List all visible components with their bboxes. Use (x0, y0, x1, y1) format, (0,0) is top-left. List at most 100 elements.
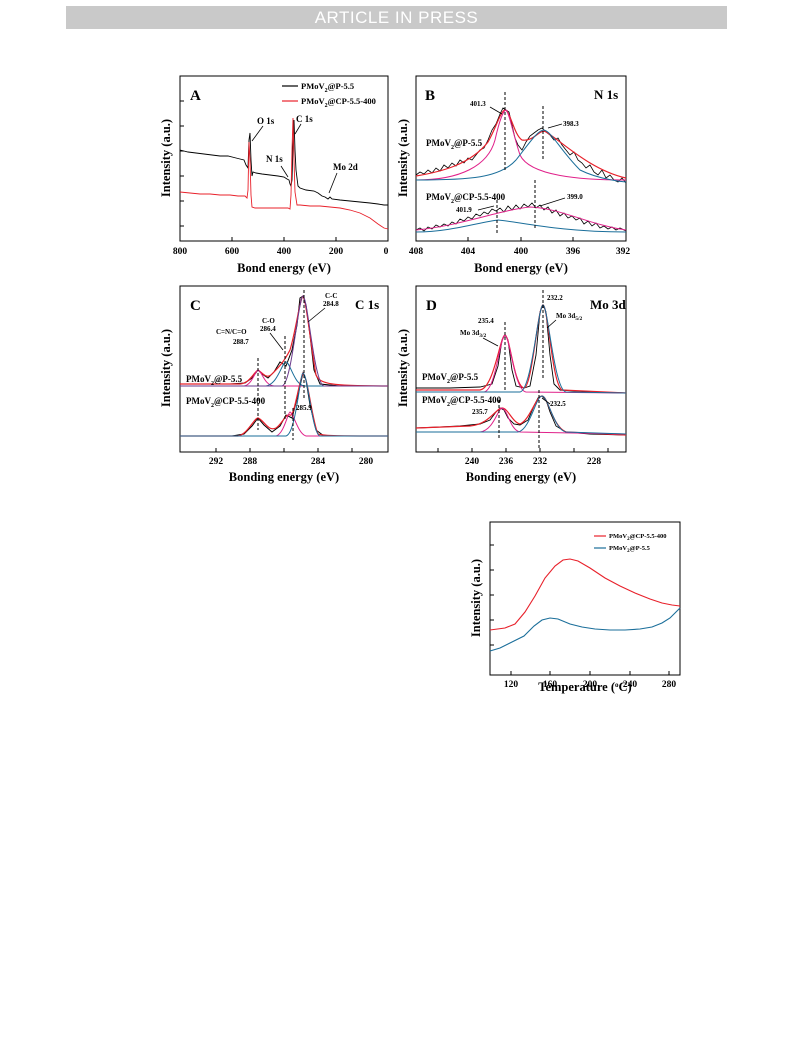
panel-e-xticks: 120 160 200 240 280 (504, 671, 677, 690)
banner-text: ARTICLE IN PRESS (314, 7, 479, 27)
panel-b-upper-comp-2 (415, 129, 627, 183)
panel-c-upper-c3 (180, 295, 388, 387)
panel-d-xticks: 240 236 232 228 (437, 448, 609, 467)
panel-d-sample-2: PMoV2@CP-5.5-400 (422, 395, 502, 408)
panel-b-lower-raw (415, 202, 627, 232)
panel-b-peak-398-3: 398.3 (563, 120, 579, 128)
panel-c-ylabel: Intensity (a.u.) (159, 329, 173, 407)
panel-d-frame (415, 285, 627, 453)
panel-a: A PMoV2@P-5.5 PMoV2@CP-5.5-400 O 1s N 1s… (159, 75, 389, 275)
panel-c-xlabel: Bonding energy (eV) (229, 470, 339, 484)
panel-e-yticks (490, 544, 494, 646)
panel-d-letter: D (426, 298, 437, 314)
panel-b-peak-401-3: 401.3 (470, 100, 486, 108)
panel-c-sample-1: PMoV2@P-5.5 (186, 374, 243, 387)
panel-b-upper-raw (415, 107, 627, 184)
panel-b-upper-fit (415, 109, 627, 179)
panel-c-upper-c2 (180, 361, 388, 387)
panel-b-xtick-0: 408 (409, 247, 424, 257)
panel-b-lower-comp (415, 219, 627, 233)
panel-d-peak-232-5: 232.5 (550, 400, 566, 408)
panel-a-xtick-1: 600 (225, 247, 240, 257)
panel-d-mo3d32-label: Mo 3d3/2 (460, 329, 487, 339)
panel-b-xtick-2: 400 (514, 247, 529, 257)
panel-d-xtick-1: 236 (499, 457, 514, 467)
panel-c: C C 1s C=N/C=O 288.7 C-O 286.4 C-C 284.8… (159, 285, 389, 484)
panel-a-ylabel: Intensity (a.u.) (159, 119, 173, 197)
panel-e-xtick-3: 240 (623, 680, 638, 690)
panel-a-survey-red (179, 117, 389, 230)
panel-b-sample-1: PMoV2@P-5.5 (426, 138, 483, 151)
panel-d-peak-235-4: 235.4 (478, 317, 494, 325)
panel-a-xtick-3: 200 (329, 247, 344, 257)
panel-a-mo2d-label: Mo 2d (333, 162, 358, 172)
panel-d-mo3d52-label: Mo 3d5/2 (556, 312, 583, 322)
panel-c-letter: C (190, 298, 201, 314)
panel-c-sample-2: PMoV2@CP-5.5-400 (186, 396, 266, 409)
panel-a-legend-2: PMoV2@CP-5.5-400 (301, 96, 376, 109)
panel-c-title: C 1s (355, 297, 379, 312)
panel-e-ylabel: Intensity (a.u.) (469, 559, 483, 637)
panel-d-lower-raw (415, 395, 627, 436)
panel-a-xticks: 800 600 400 200 0 (173, 237, 389, 257)
panel-e: PMoV2@CP-5.5-400 PMoV2@P-5.5 120 160 200… (469, 521, 681, 694)
panel-e-legend-1: PMoV2@CP-5.5-400 (609, 533, 666, 542)
panel-b-lower-fit (415, 206, 627, 231)
panel-e-xtick-4: 280 (662, 680, 677, 690)
article-in-press-banner: ARTICLE IN PRESS (66, 6, 727, 29)
panel-e-xlabel: Temperature (oC) (538, 680, 631, 694)
panel-b-upper-comp-1 (415, 109, 627, 181)
panel-d-xtick-0: 240 (465, 457, 480, 467)
panel-c-cn-value: 288.7 (233, 338, 249, 346)
panel-a-xtick-0: 800 (173, 247, 188, 257)
panel-e-legend-2: PMoV2@P-5.5 (609, 545, 651, 554)
panel-d-sample-1: PMoV2@P-5.5 (422, 372, 479, 385)
panel-a-letter: A (190, 88, 201, 104)
panel-a-n1s-label: N 1s (266, 154, 283, 164)
panel-e-xtick-1: 160 (543, 680, 558, 690)
panel-c-peak-285-9: 285.9 (296, 404, 312, 412)
panel-e-frame (489, 521, 681, 676)
panel-b-xlabel: Bond energy (eV) (474, 261, 568, 275)
panel-a-yticks (180, 100, 184, 227)
panel-c-co-label: C-O (262, 317, 275, 325)
panel-d: D Mo 3d 235.4 232.2 Mo 3d3/2 Mo 3d5/2 23… (396, 285, 627, 484)
panel-c-cc-value: 284.8 (323, 300, 339, 308)
panel-b-letter: B (425, 88, 435, 104)
panel-c-cn-label: C=N/C=O (216, 328, 247, 336)
panel-d-xlabel: Bonding energy (eV) (466, 470, 576, 484)
panel-d-ylabel: Intensity (a.u.) (396, 329, 410, 407)
panel-e-xtick-0: 120 (504, 680, 519, 690)
panel-a-xlabel: Bond energy (eV) (237, 261, 331, 275)
panel-c-xtick-0: 292 (209, 457, 224, 467)
panel-b-xtick-1: 404 (461, 247, 476, 257)
panel-d-peak-232-2: 232.2 (547, 294, 563, 302)
panel-c-lower-c1 (180, 411, 388, 437)
panel-c-xtick-1: 288 (243, 457, 258, 467)
panel-c-co-value: 286.4 (260, 325, 276, 333)
panel-d-title: Mo 3d (590, 297, 627, 312)
panel-c-upper-raw (180, 295, 388, 387)
panel-b-ylabel: Intensity (a.u.) (396, 119, 410, 197)
panel-d-lower-c2 (416, 395, 627, 435)
panel-b: B N 1s 401.3 398.3 401.9 399.0 PMoV2@P-5… (396, 75, 631, 275)
panel-b-title: N 1s (594, 87, 618, 102)
panel-b-xticks: 408 404 400 396 392 (409, 237, 631, 257)
panel-a-o1s-label: O 1s (257, 116, 275, 126)
panel-b-sample-2: PMoV2@CP-5.5-400 (426, 192, 506, 205)
panel-b-peak-399-0: 399.0 (567, 193, 583, 201)
panel-e-curve-red (489, 558, 681, 631)
panel-c-xtick-3: 280 (359, 457, 374, 467)
panel-d-xtick-3: 228 (587, 457, 602, 467)
panel-a-legend-1: PMoV2@P-5.5 (301, 81, 354, 94)
panel-a-xtick-2: 400 (277, 247, 292, 257)
panel-c-xticks: 292 288 284 280 (209, 448, 374, 467)
panel-c-xtick-2: 284 (311, 457, 326, 467)
panel-c-cc-label: C-C (325, 292, 337, 300)
panel-e-curve-blue (489, 607, 681, 652)
panel-b-peak-401-9: 401.9 (456, 206, 472, 214)
panel-d-xtick-2: 232 (533, 457, 548, 467)
panel-d-peak-235-7: 235.7 (472, 408, 488, 416)
panel-b-xtick-4: 392 (616, 247, 631, 257)
